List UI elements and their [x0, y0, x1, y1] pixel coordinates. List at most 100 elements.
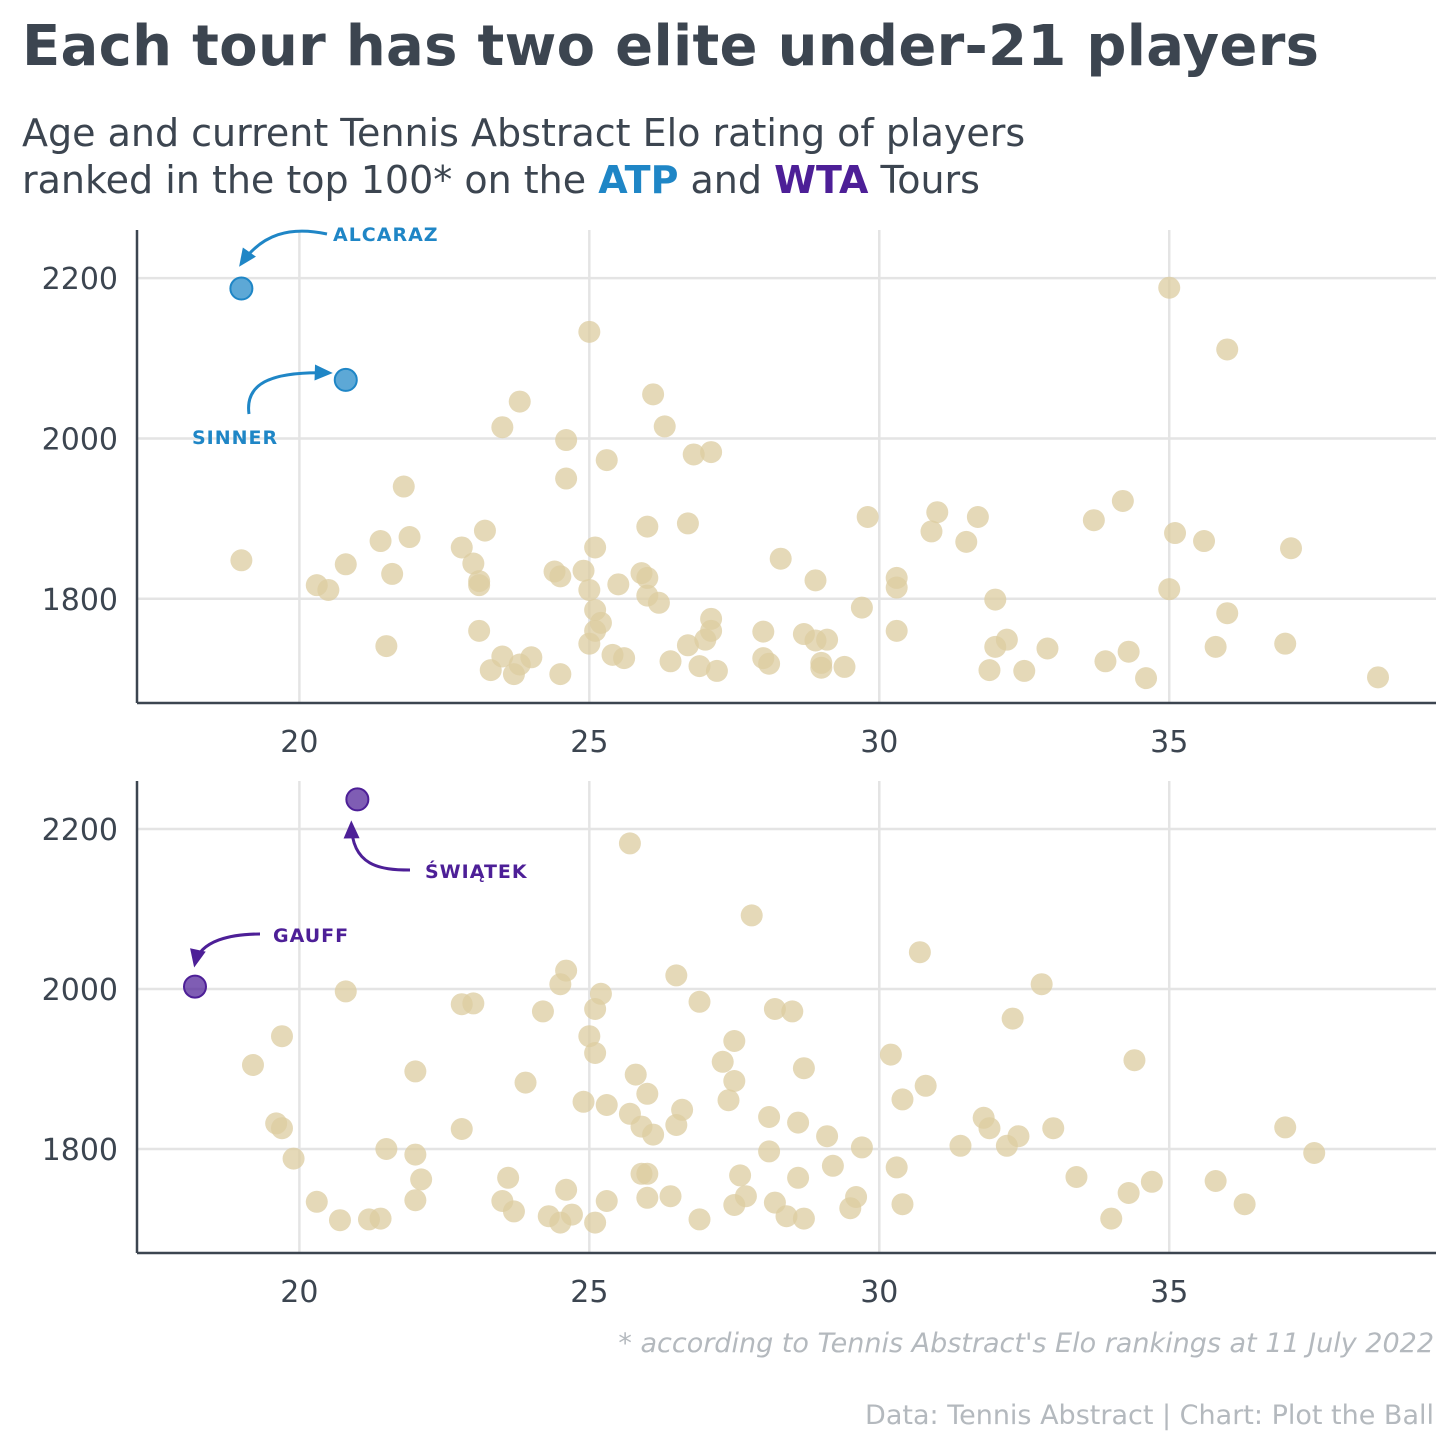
annotation-label-gauff: GAUFF	[273, 925, 349, 947]
player-point	[769, 547, 792, 570]
player-point	[1117, 640, 1140, 663]
player-point	[555, 959, 578, 982]
player-point	[1193, 530, 1216, 553]
player-point	[584, 1211, 607, 1234]
player-point	[589, 982, 612, 1005]
player-point	[676, 634, 699, 657]
player-point	[781, 1000, 804, 1023]
player-point	[531, 1000, 554, 1023]
subtitle-and-text: and	[678, 158, 775, 202]
player-point	[763, 998, 786, 1020]
player-point	[659, 1185, 682, 1208]
subtitle-wta-label: WTA	[774, 158, 869, 202]
player-point	[810, 656, 833, 679]
player-point	[682, 443, 705, 466]
player-point	[636, 566, 659, 589]
player-point	[578, 578, 601, 601]
player-point	[758, 652, 781, 675]
player-point	[305, 1190, 328, 1213]
player-point	[410, 1168, 433, 1191]
player-point	[729, 1164, 752, 1187]
player-point	[717, 1089, 740, 1112]
player-point	[804, 569, 827, 592]
player-point	[282, 1147, 305, 1170]
player-point	[1135, 667, 1158, 690]
player-point	[520, 646, 543, 669]
player-point	[700, 619, 723, 642]
player-point	[926, 501, 949, 524]
player-point	[607, 573, 630, 596]
player-point	[578, 320, 601, 343]
player-point	[879, 1043, 902, 1066]
player-point	[885, 1156, 908, 1179]
player-point	[636, 515, 659, 538]
player-point	[572, 559, 595, 582]
player-point	[584, 1042, 607, 1064]
player-point	[1274, 632, 1297, 655]
player-point	[1065, 1166, 1088, 1188]
player-point	[595, 1190, 618, 1212]
y-tick-label: 2000	[42, 422, 118, 457]
arrowhead-sinner	[314, 364, 333, 381]
player-point	[723, 1070, 746, 1092]
y-tick-label: 2000	[42, 973, 118, 1008]
x-tick-label: 30	[860, 725, 898, 760]
player-point	[966, 506, 989, 529]
other-players-series	[241, 832, 1326, 1234]
player-point	[462, 552, 485, 575]
player-point	[381, 562, 404, 585]
y-tick-label: 1800	[42, 1133, 118, 1168]
player-point	[821, 1154, 844, 1177]
player-point	[1204, 635, 1227, 658]
player-point	[891, 1088, 914, 1111]
player-point	[978, 1117, 1001, 1140]
player-point	[1158, 578, 1181, 601]
player-point	[369, 1207, 392, 1230]
player-point	[468, 574, 491, 597]
highlight-point-sinner	[333, 367, 358, 392]
player-point	[723, 1030, 746, 1052]
player-point	[549, 565, 572, 588]
player-point	[595, 1094, 618, 1116]
player-point	[752, 620, 775, 643]
player-point	[636, 1186, 659, 1209]
player-point	[270, 1117, 293, 1140]
player-point	[462, 992, 485, 1015]
player-point	[1082, 509, 1105, 532]
player-point	[775, 1205, 798, 1228]
player-point	[914, 1074, 937, 1097]
highlight-point-alcaraz	[229, 276, 254, 301]
player-point	[404, 1189, 427, 1212]
player-point	[572, 1090, 595, 1113]
subtitle-line-1: Age and current Tennis Abstract Elo rati…	[22, 111, 1026, 155]
player-point	[392, 475, 415, 498]
player-point	[1042, 1117, 1065, 1140]
player-point	[1013, 659, 1036, 682]
subtitle-line-2-suffix: Tours	[868, 158, 980, 202]
player-point	[404, 1060, 427, 1083]
player-point	[850, 596, 873, 619]
player-point	[891, 1193, 914, 1216]
player-point	[711, 1050, 734, 1073]
x-tick-label: 30	[860, 1275, 898, 1310]
player-point	[473, 519, 496, 542]
player-point	[584, 536, 607, 559]
player-point	[636, 1162, 659, 1185]
player-point	[589, 611, 612, 634]
player-point	[642, 383, 665, 406]
player-point	[833, 655, 856, 678]
annotation-arrow-alcaraz	[240, 229, 328, 265]
player-point	[1233, 1193, 1256, 1216]
player-point	[647, 591, 670, 614]
player-point	[375, 635, 398, 658]
player-point	[671, 1098, 694, 1121]
player-point	[1094, 650, 1117, 673]
x-tick-label: 25	[570, 1275, 608, 1310]
player-point	[688, 1208, 711, 1231]
player-point	[491, 416, 514, 439]
arrowhead-gauff	[190, 948, 206, 968]
subtitle-line-2-prefix: ranked in the top 100* on the	[22, 158, 599, 202]
chart-subtitle: Age and current Tennis Abstract Elo rati…	[22, 110, 1025, 204]
player-point	[700, 441, 723, 464]
annotation-arrow-sinner	[247, 371, 329, 415]
